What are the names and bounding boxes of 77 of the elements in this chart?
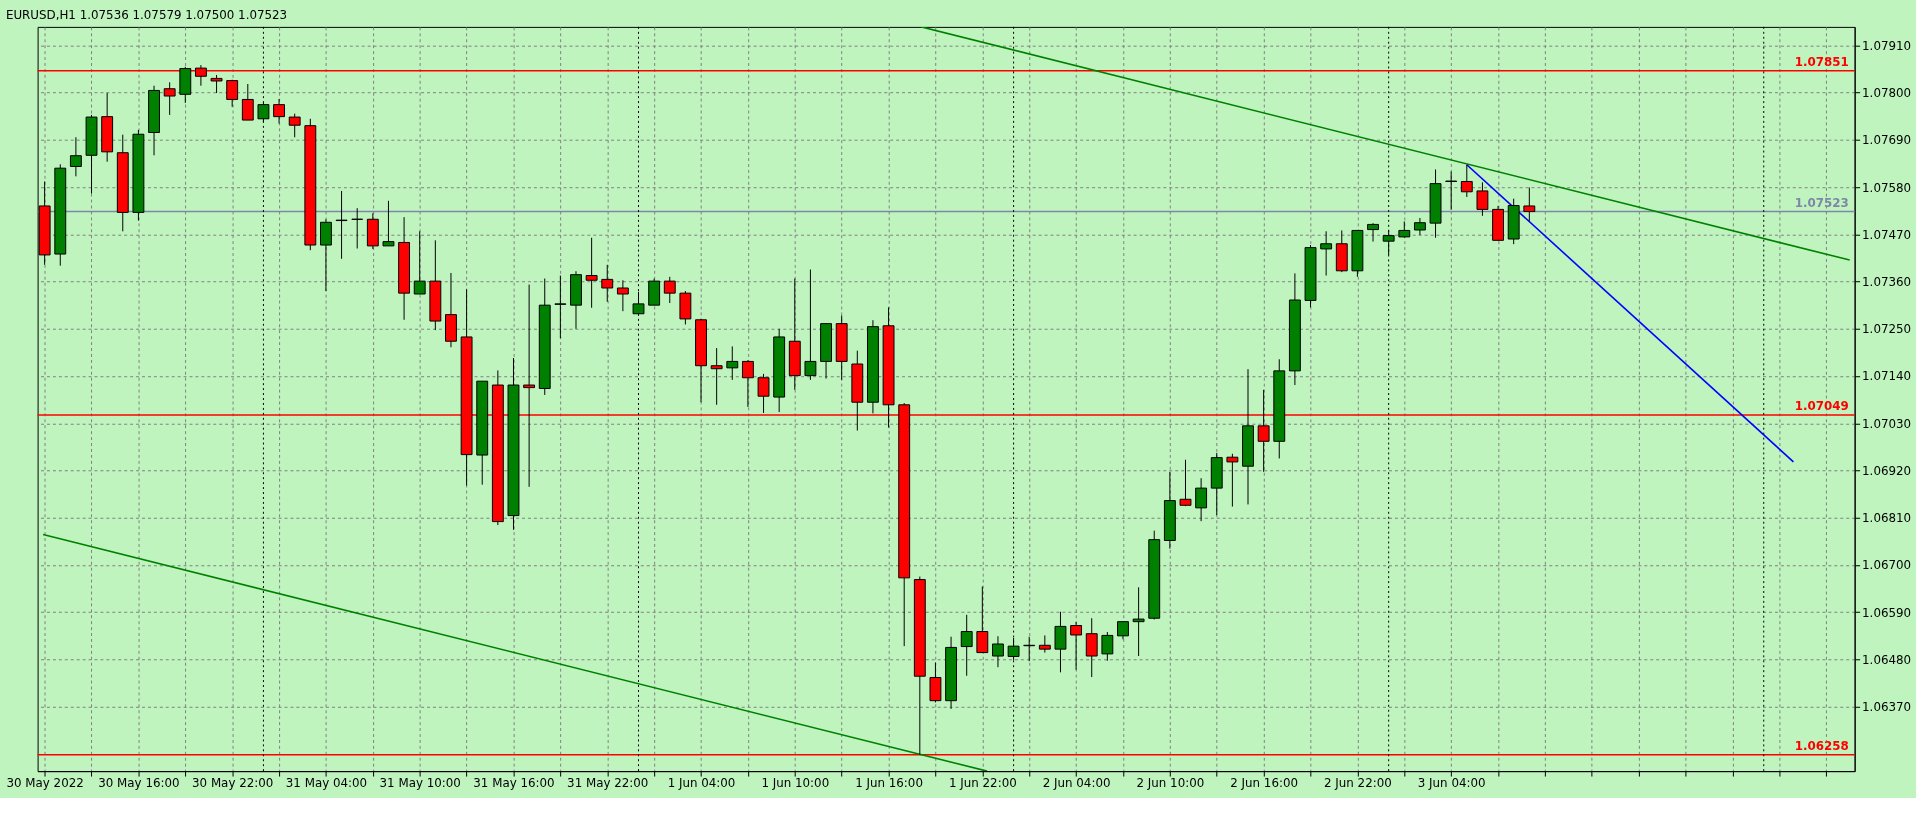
x-tick-label: 2 Jun 22:00 [1324,776,1392,791]
x-tick-label: 3 Jun 04:00 [1417,776,1486,791]
candlestick [710,347,723,406]
candlestick [1460,164,1473,198]
candlestick [1367,222,1379,243]
candlestick [210,74,223,94]
ref-line-label: 1.07523 [1794,195,1849,210]
candlestick [1101,631,1114,662]
candlestick [273,98,286,125]
x-tick-label: 1 Jun 16:00 [855,776,923,791]
candlestick [960,614,973,677]
x-tick-label: 1 Jun 10:00 [761,776,830,791]
candlestick [804,269,817,381]
y-tick-label: 1.07470 [1862,227,1912,242]
candlestick [601,264,614,303]
x-tick-label: 31 May 16:00 [473,776,555,791]
chart-title: EURUSD,H1 1.07536 1.07579 1.07500 1.07523 [5,8,288,23]
candlestick [632,291,645,315]
candlestick [1179,459,1192,507]
candlestick [1413,217,1426,236]
candlestick [382,200,395,247]
candlestick [320,218,332,292]
x-tick-label: 2 Jun 10:00 [1136,776,1205,791]
x-tick-label: 30 May 2022 [6,776,84,791]
y-tick-label: 1.06920 [1862,463,1912,478]
candlestick [335,190,348,260]
candlestick [554,275,567,339]
candlestick [1054,611,1067,673]
candlestick [726,345,739,381]
x-tick-label: 31 May 10:00 [379,776,461,791]
candlestick [288,113,301,138]
y-tick-label: 1.06370 [1862,700,1912,715]
ref-line-label: 1.07049 [1794,399,1849,414]
y-tick-label: 1.07360 [1862,275,1912,289]
candlestick [351,207,364,249]
y-tick-label: 1.07690 [1862,133,1912,148]
candlestick [1445,171,1458,211]
candlestick [1320,230,1333,277]
candlestick [241,83,254,121]
candlestick [585,237,598,309]
candlestick [741,359,754,408]
candlestick [1226,453,1239,508]
x-tick-label: 2 Jun 16:00 [1230,776,1299,791]
y-tick-label: 1.07580 [1862,180,1912,195]
candlestick [976,585,989,654]
y-tick-label: 1.06480 [1862,652,1912,667]
ref-line-label: 1.06258 [1794,738,1849,753]
y-tick-label: 1.07250 [1862,322,1912,337]
candlestick [1085,617,1098,678]
candlestick [1070,621,1083,671]
y-tick-label: 1.06700 [1862,558,1912,573]
candlestick [163,81,176,116]
candlestick [929,661,942,703]
candlestick [1523,187,1536,222]
candlestick [69,136,82,177]
y-tick-label: 1.07910 [1862,38,1912,53]
candlestick [663,276,676,304]
candlestick [992,635,1004,668]
x-tick-label: 31 May 04:00 [285,776,368,791]
ref-line-label: 1.07851 [1794,54,1849,69]
x-tick-label: 30 May 16:00 [98,776,180,791]
y-tick-label: 1.07140 [1862,369,1912,384]
x-tick-label: 30 May 22:00 [192,776,274,791]
x-tick-label: 1 Jun 22:00 [948,776,1017,791]
y-tick-label: 1.06590 [1862,605,1912,620]
x-tick-label: 31 May 22:00 [567,776,649,791]
candlestick [413,230,426,295]
candlestick [1476,181,1489,217]
candlestick [1195,477,1208,522]
x-tick-label: 2 Jun 04:00 [1042,776,1111,791]
x-tick-label: 1 Jun 04:00 [667,776,736,791]
candlestick [1132,586,1145,657]
candlestick [226,79,239,108]
y-tick-label: 1.07030 [1862,416,1912,431]
y-tick-label: 1.06810 [1862,511,1912,526]
candlestick [616,279,629,312]
y-tick-label: 1.07800 [1862,86,1912,101]
